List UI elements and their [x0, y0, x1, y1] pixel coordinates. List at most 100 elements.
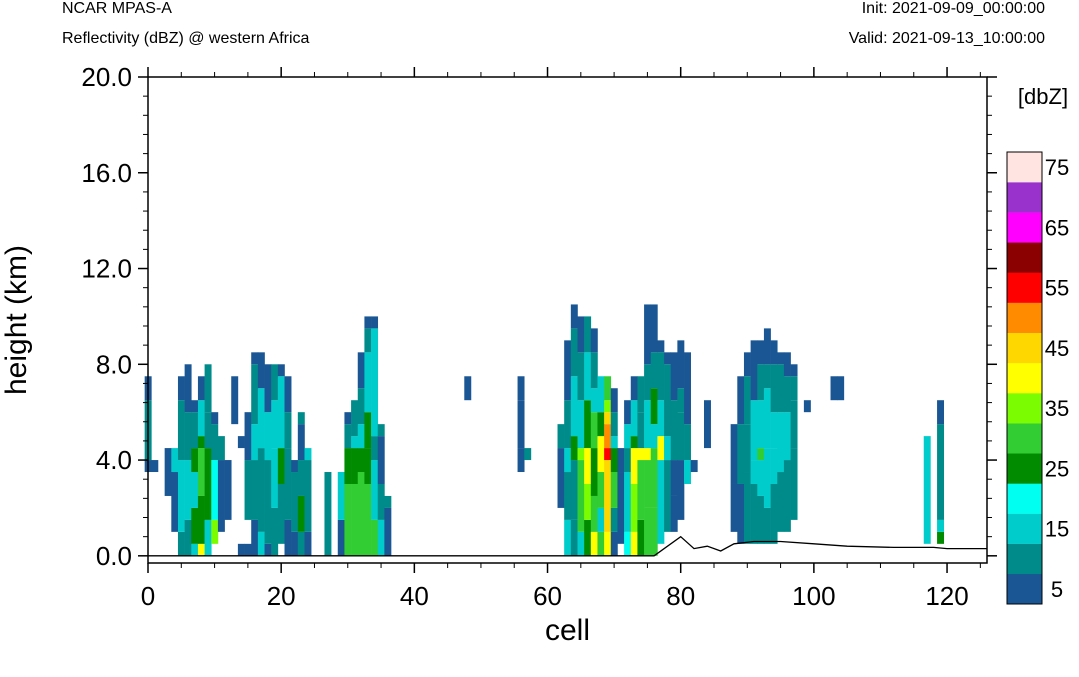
reflectivity-cell	[770, 364, 778, 413]
colorbar-swatch	[1007, 393, 1042, 424]
reflectivity-cell	[324, 472, 332, 556]
reflectivity-cell	[377, 519, 385, 556]
reflectivity-cell	[597, 436, 605, 473]
reflectivity-cell	[277, 364, 285, 377]
reflectivity-cell	[237, 543, 245, 556]
reflectivity-cell	[604, 448, 612, 461]
reflectivity-cell	[291, 472, 299, 532]
reflectivity-cell	[464, 376, 472, 401]
reflectivity-cell	[790, 400, 798, 449]
reflectivity-cell	[783, 352, 791, 377]
reflectivity-cell	[264, 412, 272, 461]
colorbar-swatch	[1007, 543, 1042, 575]
reflectivity-cell	[524, 448, 532, 461]
reflectivity-cell	[257, 448, 265, 532]
reflectivity-cell	[251, 424, 259, 461]
reflectivity-cell	[257, 352, 265, 389]
reflectivity-cell	[590, 495, 598, 532]
reflectivity-cell	[304, 531, 312, 556]
terrain-line	[148, 535, 987, 557]
reflectivity-cell	[251, 352, 259, 365]
reflectivity-cell	[650, 352, 658, 389]
reflectivity-cell	[657, 340, 665, 353]
reflectivity-cells	[144, 304, 945, 556]
reflectivity-cell	[284, 448, 292, 520]
colorbar-swatch	[1007, 453, 1042, 484]
reflectivity-cell	[604, 376, 612, 401]
x-tick-label: 40	[400, 581, 429, 611]
reflectivity-cell	[177, 531, 185, 556]
reflectivity-cell	[284, 376, 292, 413]
x-axis-label: cell	[545, 614, 590, 647]
x-axis-ticks: 0 20 40 60 80 100 120	[141, 67, 981, 611]
reflectivity-cell	[364, 484, 372, 556]
terrain-line	[148, 535, 987, 557]
reflectivity-cell	[617, 448, 625, 473]
reflectivity-cell	[297, 460, 305, 496]
reflectivity-cell	[664, 364, 672, 437]
reflectivity-cell	[191, 448, 199, 473]
reflectivity-cell	[570, 376, 578, 437]
reflectivity-cell	[517, 376, 525, 401]
reflectivity-cell	[750, 484, 758, 544]
reflectivity-cell	[584, 519, 592, 556]
reflectivity-cell	[757, 364, 765, 401]
reflectivity-cell	[610, 507, 618, 532]
reflectivity-cell	[211, 460, 219, 520]
reflectivity-cell	[664, 352, 672, 365]
reflectivity-cell	[677, 460, 685, 520]
reflectivity-cell	[763, 328, 771, 365]
colorbar-swatch	[1007, 332, 1042, 364]
reflectivity-cell	[197, 376, 205, 401]
reflectivity-cell	[344, 424, 352, 449]
reflectivity-cell	[211, 424, 219, 461]
colorbar-label: 5	[1051, 577, 1063, 602]
reflectivity-cell	[763, 507, 771, 544]
chart-description: Reflectivity (dBZ) @ western Africa	[62, 30, 310, 47]
reflectivity-cell	[657, 460, 665, 544]
x-tick-label: 80	[666, 581, 695, 611]
y-tick-label: 4.0	[96, 445, 132, 475]
reflectivity-cell	[637, 448, 645, 461]
reflectivity-cell	[770, 448, 778, 484]
reflectivity-cell	[650, 424, 658, 449]
reflectivity-cell	[257, 531, 265, 556]
init-time: Init: 2021-09-09_00:00:00	[861, 0, 1045, 17]
reflectivity-cell	[664, 460, 672, 532]
reflectivity-cell	[271, 364, 279, 401]
reflectivity-cell	[564, 340, 572, 401]
reflectivity-cell	[624, 472, 632, 532]
x-tick-label: 60	[533, 581, 562, 611]
reflectivity-cell	[677, 340, 685, 389]
reflectivity-cell	[204, 412, 212, 449]
reflectivity-cell	[557, 448, 565, 508]
reflectivity-cell	[783, 460, 791, 532]
reflectivity-cell	[657, 436, 665, 461]
x-tick-label: 0	[141, 581, 155, 611]
reflectivity-cell	[191, 472, 199, 508]
reflectivity-cell	[244, 412, 252, 461]
reflectivity-cell	[197, 448, 205, 496]
reflectivity-cell	[357, 472, 365, 556]
reflectivity-cell	[644, 507, 652, 556]
reflectivity-cell	[197, 543, 205, 556]
colorbar-swatch	[1007, 573, 1042, 605]
reflectivity-cell	[271, 507, 279, 556]
reflectivity-cell	[197, 400, 205, 437]
reflectivity-cell	[644, 448, 652, 461]
reflectivity-cell	[570, 519, 578, 556]
reflectivity-cell	[184, 460, 192, 520]
reflectivity-cell	[337, 472, 345, 520]
reflectivity-cell	[777, 412, 785, 473]
model-name: NCAR MPAS-A	[62, 0, 172, 17]
reflectivity-cell	[790, 448, 798, 520]
colorbar: 5 15 25 35 45 55 65 75 [dbZ]	[1006, 84, 1069, 605]
y-tick-label: 8.0	[96, 349, 132, 379]
reflectivity-cell	[184, 519, 192, 556]
reflectivity-cell	[783, 376, 791, 413]
reflectivity-cell	[790, 364, 798, 377]
colorbar-label: 75	[1045, 155, 1069, 180]
reflectivity-cell	[191, 400, 199, 413]
reflectivity-cell	[610, 531, 618, 556]
y-axis-ticks: 0.0 4.0 8.0 12.0 16.0 20.0	[81, 62, 997, 571]
